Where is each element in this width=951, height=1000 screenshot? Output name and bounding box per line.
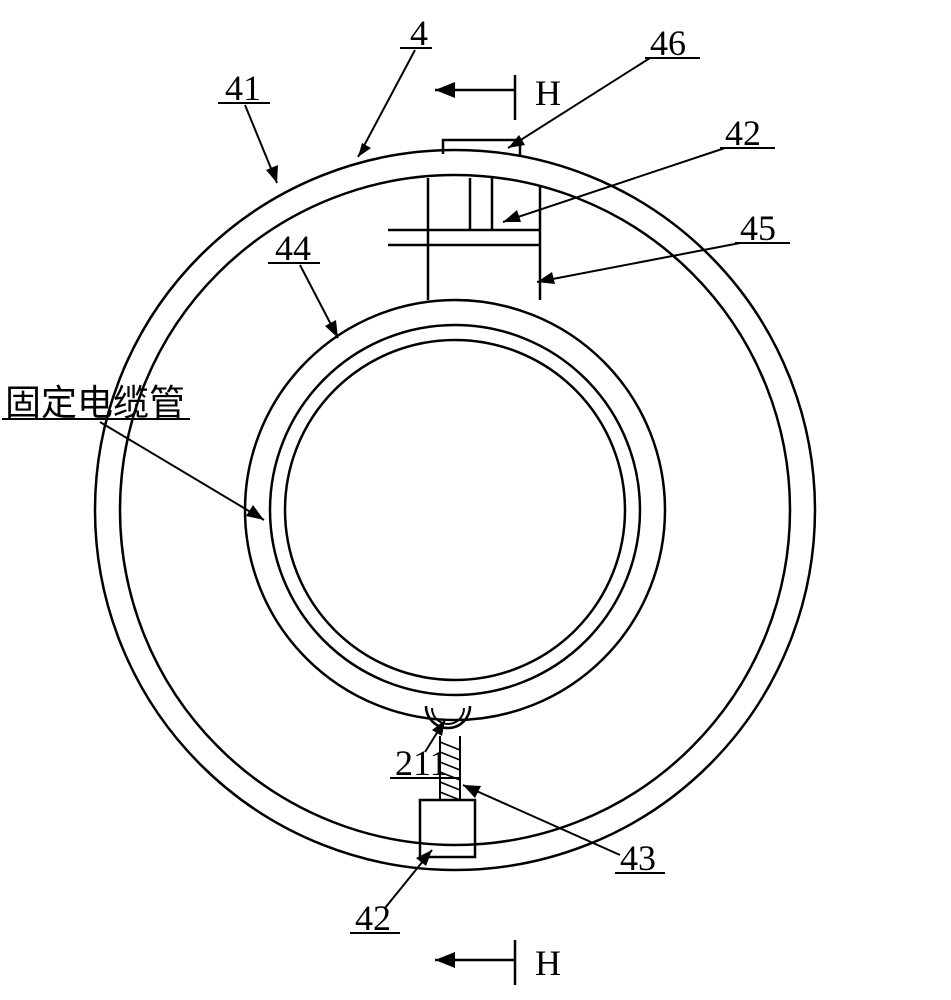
outer-ring-outer <box>95 150 815 870</box>
inner-ring <box>285 340 625 680</box>
label-41: 41 <box>218 68 278 183</box>
diagram-root: H H 4 46 41 42 45 <box>0 0 951 1000</box>
label-4: 4 <box>358 13 432 157</box>
svg-text:固定电缆管: 固定电缆管 <box>5 383 185 423</box>
section-mark-top: H <box>435 73 561 120</box>
label-42-top: 42 <box>503 113 775 222</box>
label-fixed-cable-tube: 固定电缆管 <box>2 383 264 520</box>
label-43: 43 <box>463 785 665 878</box>
cup-211-inner <box>432 708 464 724</box>
outer-ring-inner <box>120 175 790 845</box>
label-44: 44 <box>268 228 338 338</box>
section-label-H-top: H <box>535 73 561 113</box>
section-label-H-bottom: H <box>535 943 561 983</box>
label-45: 45 <box>537 208 790 284</box>
block-42-bottom <box>420 800 475 857</box>
section-mark-bottom: H <box>435 940 561 985</box>
label-211: 211 <box>390 720 460 783</box>
mid-ring-inner <box>270 325 640 695</box>
mid-ring-outer <box>245 300 665 720</box>
